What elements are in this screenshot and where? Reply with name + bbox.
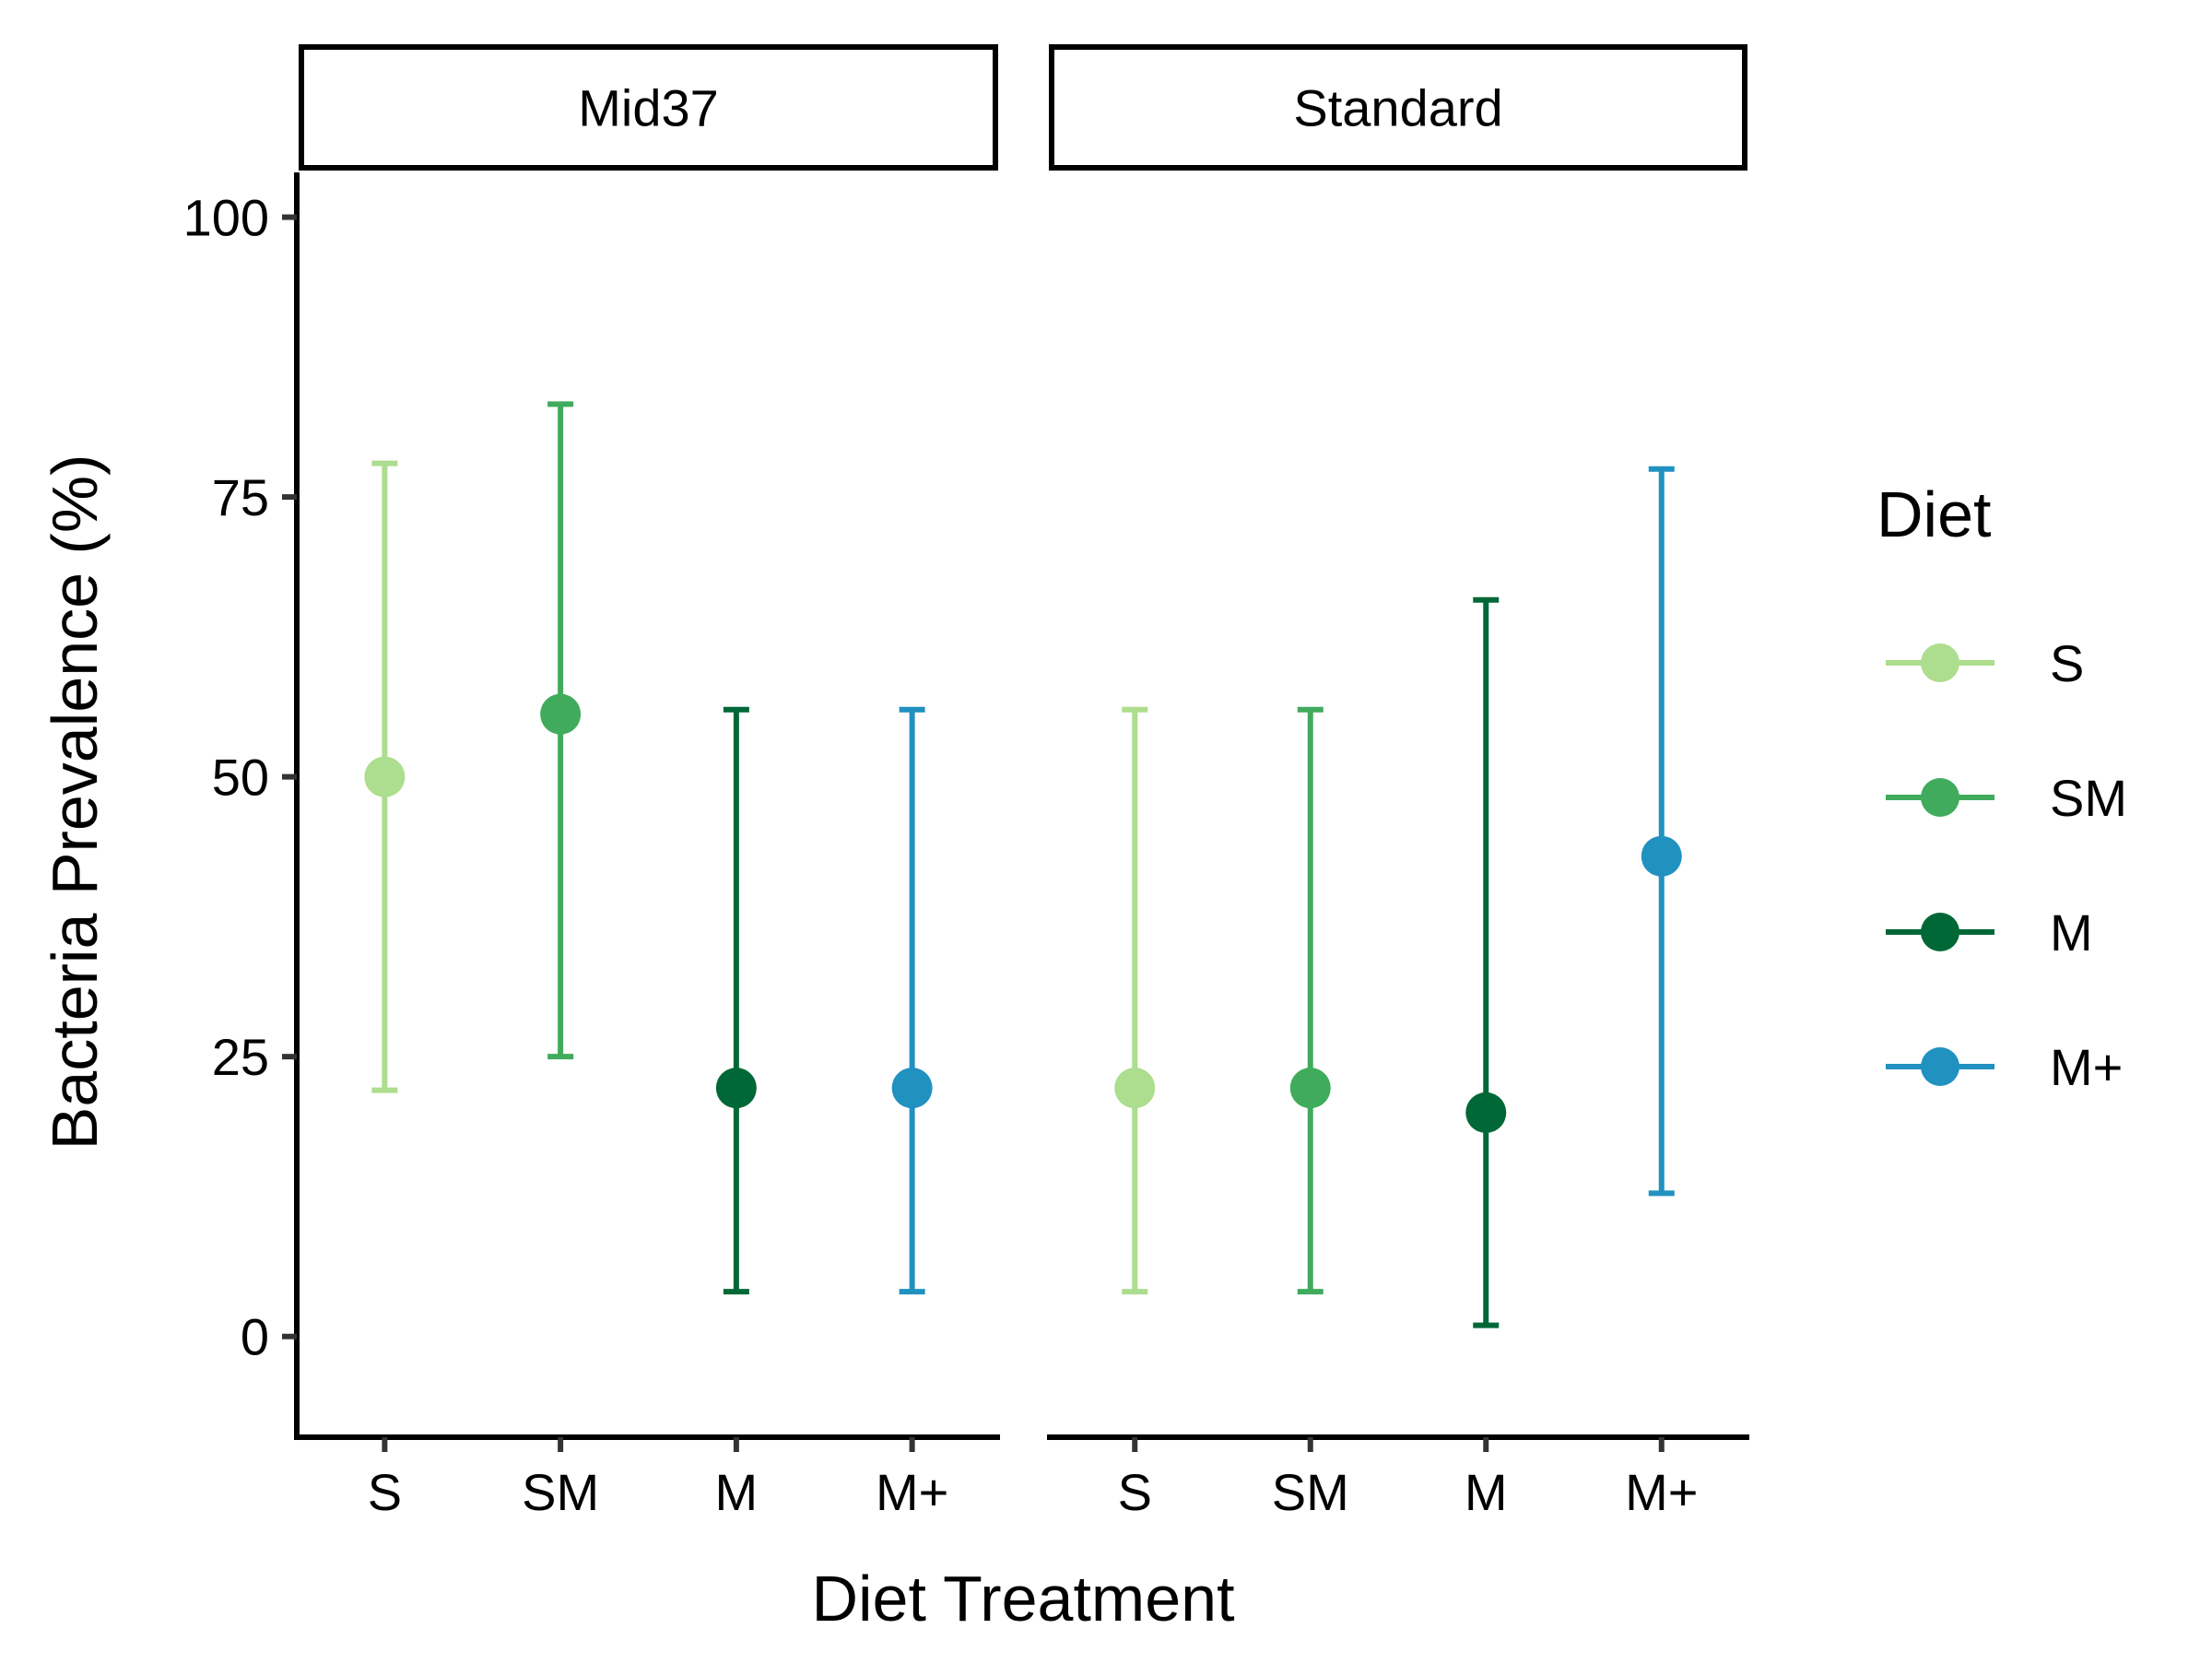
y-tick-label: 25 xyxy=(212,1028,269,1086)
facet-strip xyxy=(1049,44,1747,171)
data-point xyxy=(1465,1092,1507,1133)
x-tick-label: M xyxy=(1465,1463,1508,1521)
y-axis: 0 25 50 75 100 xyxy=(183,172,300,1440)
data-point xyxy=(364,756,406,797)
facet-strip xyxy=(299,44,998,171)
data-point xyxy=(1289,1068,1331,1109)
x-tick-label: M+ xyxy=(876,1463,948,1521)
legend-key-marker xyxy=(1921,913,1959,951)
data-point-group xyxy=(1289,706,1331,1295)
x-tick-label: SM xyxy=(522,1463,599,1521)
x-tick-label: SM xyxy=(1272,1463,1349,1521)
x-tick-label: S xyxy=(1118,1463,1152,1521)
x-tick-label: M xyxy=(715,1463,759,1521)
data-point-group xyxy=(891,706,933,1295)
y-tick-label: 50 xyxy=(212,749,269,807)
y-axis-title: Bacteria Prevalence (%) xyxy=(39,454,111,1151)
data-point-group xyxy=(1641,466,1682,1197)
panels: Mid37 S SM M M+ Standard S SM M M+ xyxy=(297,44,1749,1521)
legend-item: S xyxy=(1886,634,2084,692)
data-point xyxy=(1114,1068,1156,1109)
data-point xyxy=(715,1068,757,1109)
facet-panel-mid37: Mid37 S SM M M+ xyxy=(297,44,1000,1521)
y-tick-label: 0 xyxy=(241,1308,269,1366)
facet-panel-standard: Standard S SM M M+ xyxy=(1047,44,1749,1521)
legend-label: S xyxy=(2050,634,2084,692)
legend-item: M+ xyxy=(1886,1038,2123,1096)
legend-key-marker xyxy=(1921,643,1959,682)
legend-label: M xyxy=(2050,903,2093,962)
data-point xyxy=(1641,835,1682,877)
legend-title: Diet xyxy=(1877,478,1991,550)
legend-key-marker xyxy=(1921,1047,1959,1086)
data-point xyxy=(891,1068,933,1109)
data-point-group xyxy=(715,706,757,1295)
x-tick-label: M+ xyxy=(1625,1463,1698,1521)
x-tick-label: S xyxy=(368,1463,402,1521)
data-point-group xyxy=(540,401,582,1060)
legend-key-marker xyxy=(1921,778,1959,817)
y-tick-label: 100 xyxy=(183,189,269,247)
facet-strip-label: Mid37 xyxy=(578,79,719,137)
data-point-group xyxy=(1465,596,1507,1328)
data-point-group xyxy=(1114,706,1156,1295)
x-axis-title: Diet Treatment xyxy=(811,1563,1234,1634)
legend-label: SM xyxy=(2050,769,2127,827)
legend-item: SM xyxy=(1886,769,2127,827)
y-tick-label: 75 xyxy=(212,468,269,526)
data-point xyxy=(540,693,582,735)
data-point-group xyxy=(364,460,406,1093)
facet-strip-label: Standard xyxy=(1293,79,1502,137)
legend-label: M+ xyxy=(2050,1038,2123,1096)
data-marks xyxy=(364,401,1682,1328)
legend: S SM M M+ xyxy=(1886,634,2127,1096)
legend-item: M xyxy=(1886,903,2093,962)
